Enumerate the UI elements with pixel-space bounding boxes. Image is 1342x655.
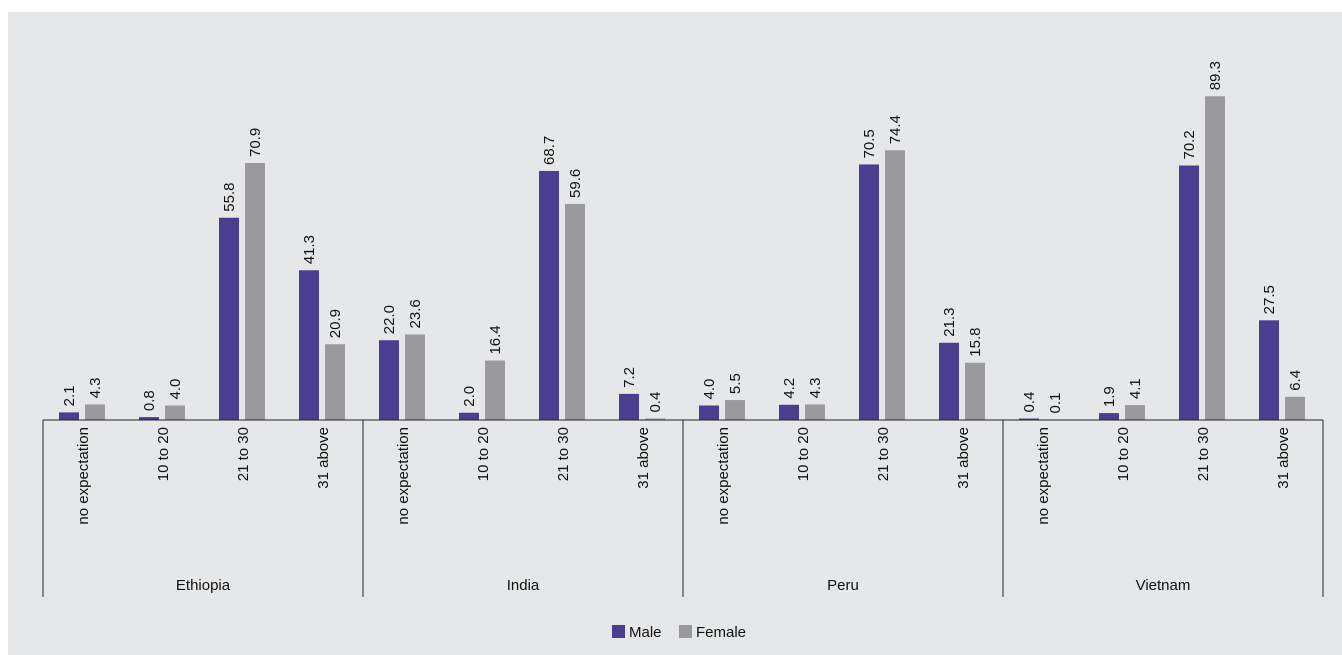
bar-male (539, 170, 559, 420)
bar-male (859, 164, 879, 420)
value-label-male: 4.0 (701, 379, 718, 400)
value-label-male: 2.1 (61, 386, 78, 407)
value-label-male: 68.7 (541, 136, 558, 165)
category-label: 31 above (1275, 427, 1292, 489)
value-label-female: 20.9 (327, 309, 344, 338)
value-label-female: 0.1 (1047, 393, 1064, 414)
value-label-male: 2.0 (461, 386, 478, 407)
legend-female-label: Female (696, 624, 746, 641)
value-labels-layer: 2.1 4.3 0.8 4.0 55.8 70.9 41.3 20.9 22.0 23.6 2.0 1… (61, 61, 1304, 413)
value-label-female: 6.4 (1287, 370, 1304, 391)
group-label: India (507, 577, 540, 594)
value-label-female: 5.5 (727, 373, 744, 394)
bar-female (1285, 396, 1305, 420)
value-label-male: 70.5 (861, 129, 878, 158)
category-label: no expectation (395, 427, 412, 525)
value-label-female: 4.3 (807, 378, 824, 399)
category-label: 31 above (315, 427, 332, 489)
bar-female (485, 360, 505, 420)
bar-female (805, 404, 825, 420)
bars-layer (59, 96, 1305, 421)
category-label: 21 to 30 (875, 427, 892, 481)
bar-male (59, 412, 79, 420)
category-label: 21 to 30 (555, 427, 572, 481)
value-label-male: 41.3 (301, 235, 318, 264)
bar-male (1019, 418, 1039, 420)
bar-male (1179, 165, 1199, 420)
category-label: no expectation (715, 427, 732, 525)
bar-female (725, 400, 745, 420)
group-label: Ethiopia (176, 577, 231, 594)
bar-male (619, 393, 639, 420)
group-label: Vietnam (1136, 577, 1191, 594)
bar-female (565, 203, 585, 420)
category-label: 31 above (955, 427, 972, 489)
bar-male (219, 217, 239, 420)
bar-male (779, 404, 799, 420)
bar-female (325, 344, 345, 420)
value-label-male: 70.2 (1181, 130, 1198, 159)
value-label-male: 55.8 (221, 183, 238, 212)
legend-male-swatch (612, 625, 625, 638)
value-label-male: 22.0 (381, 305, 398, 334)
bar-female (885, 150, 905, 421)
bar-male (139, 417, 159, 420)
value-label-female: 4.0 (167, 379, 184, 400)
bar-male (299, 270, 319, 420)
category-label: no expectation (75, 427, 92, 525)
bar-male (379, 340, 399, 420)
value-label-female: 0.4 (647, 392, 664, 413)
value-label-female: 4.1 (1127, 378, 1144, 399)
value-label-male: 4.2 (781, 378, 798, 399)
bar-female (645, 418, 665, 420)
value-label-male: 1.9 (1101, 386, 1118, 407)
bar-female (245, 162, 265, 421)
x-axis: no expectation 10 to 20 21 to 30 31 above Et… (42, 419, 1324, 597)
value-label-male: 0.4 (1021, 392, 1038, 413)
bar-male (1099, 413, 1119, 420)
legend-female-swatch (679, 625, 692, 638)
bar-female (405, 334, 425, 420)
bar-female (165, 405, 185, 420)
bar-male (459, 412, 479, 420)
value-label-female: 15.8 (967, 328, 984, 357)
category-label: 10 to 20 (1115, 427, 1132, 481)
value-label-female: 23.6 (407, 299, 424, 328)
legend-male-label: Male (629, 624, 662, 641)
category-label: no expectation (1035, 427, 1052, 525)
category-label: 10 to 20 (795, 427, 812, 481)
bar-female (1125, 405, 1145, 420)
category-label: 10 to 20 (155, 427, 172, 481)
value-label-female: 74.4 (887, 115, 904, 144)
value-label-male: 27.5 (1261, 285, 1278, 314)
value-label-male: 21.3 (941, 308, 958, 337)
bar-female (965, 362, 985, 420)
bar-female (1205, 96, 1225, 420)
bar-male (939, 342, 959, 420)
value-label-female: 16.4 (487, 325, 504, 354)
value-label-male: 0.8 (141, 390, 158, 411)
group-label: Peru (827, 577, 859, 594)
value-label-female: 89.3 (1207, 61, 1224, 90)
value-label-female: 70.9 (247, 128, 264, 157)
bar-male (699, 405, 719, 420)
legend: Male Female (612, 624, 746, 641)
category-label: 31 above (635, 427, 652, 489)
value-label-male: 7.2 (621, 367, 638, 388)
bar-female (85, 404, 105, 420)
value-label-female: 59.6 (567, 169, 584, 198)
bar-male (1259, 320, 1279, 420)
category-label: 21 to 30 (235, 427, 252, 481)
category-label: 10 to 20 (475, 427, 492, 481)
value-label-female: 4.3 (87, 378, 104, 399)
category-label: 21 to 30 (1195, 427, 1212, 481)
